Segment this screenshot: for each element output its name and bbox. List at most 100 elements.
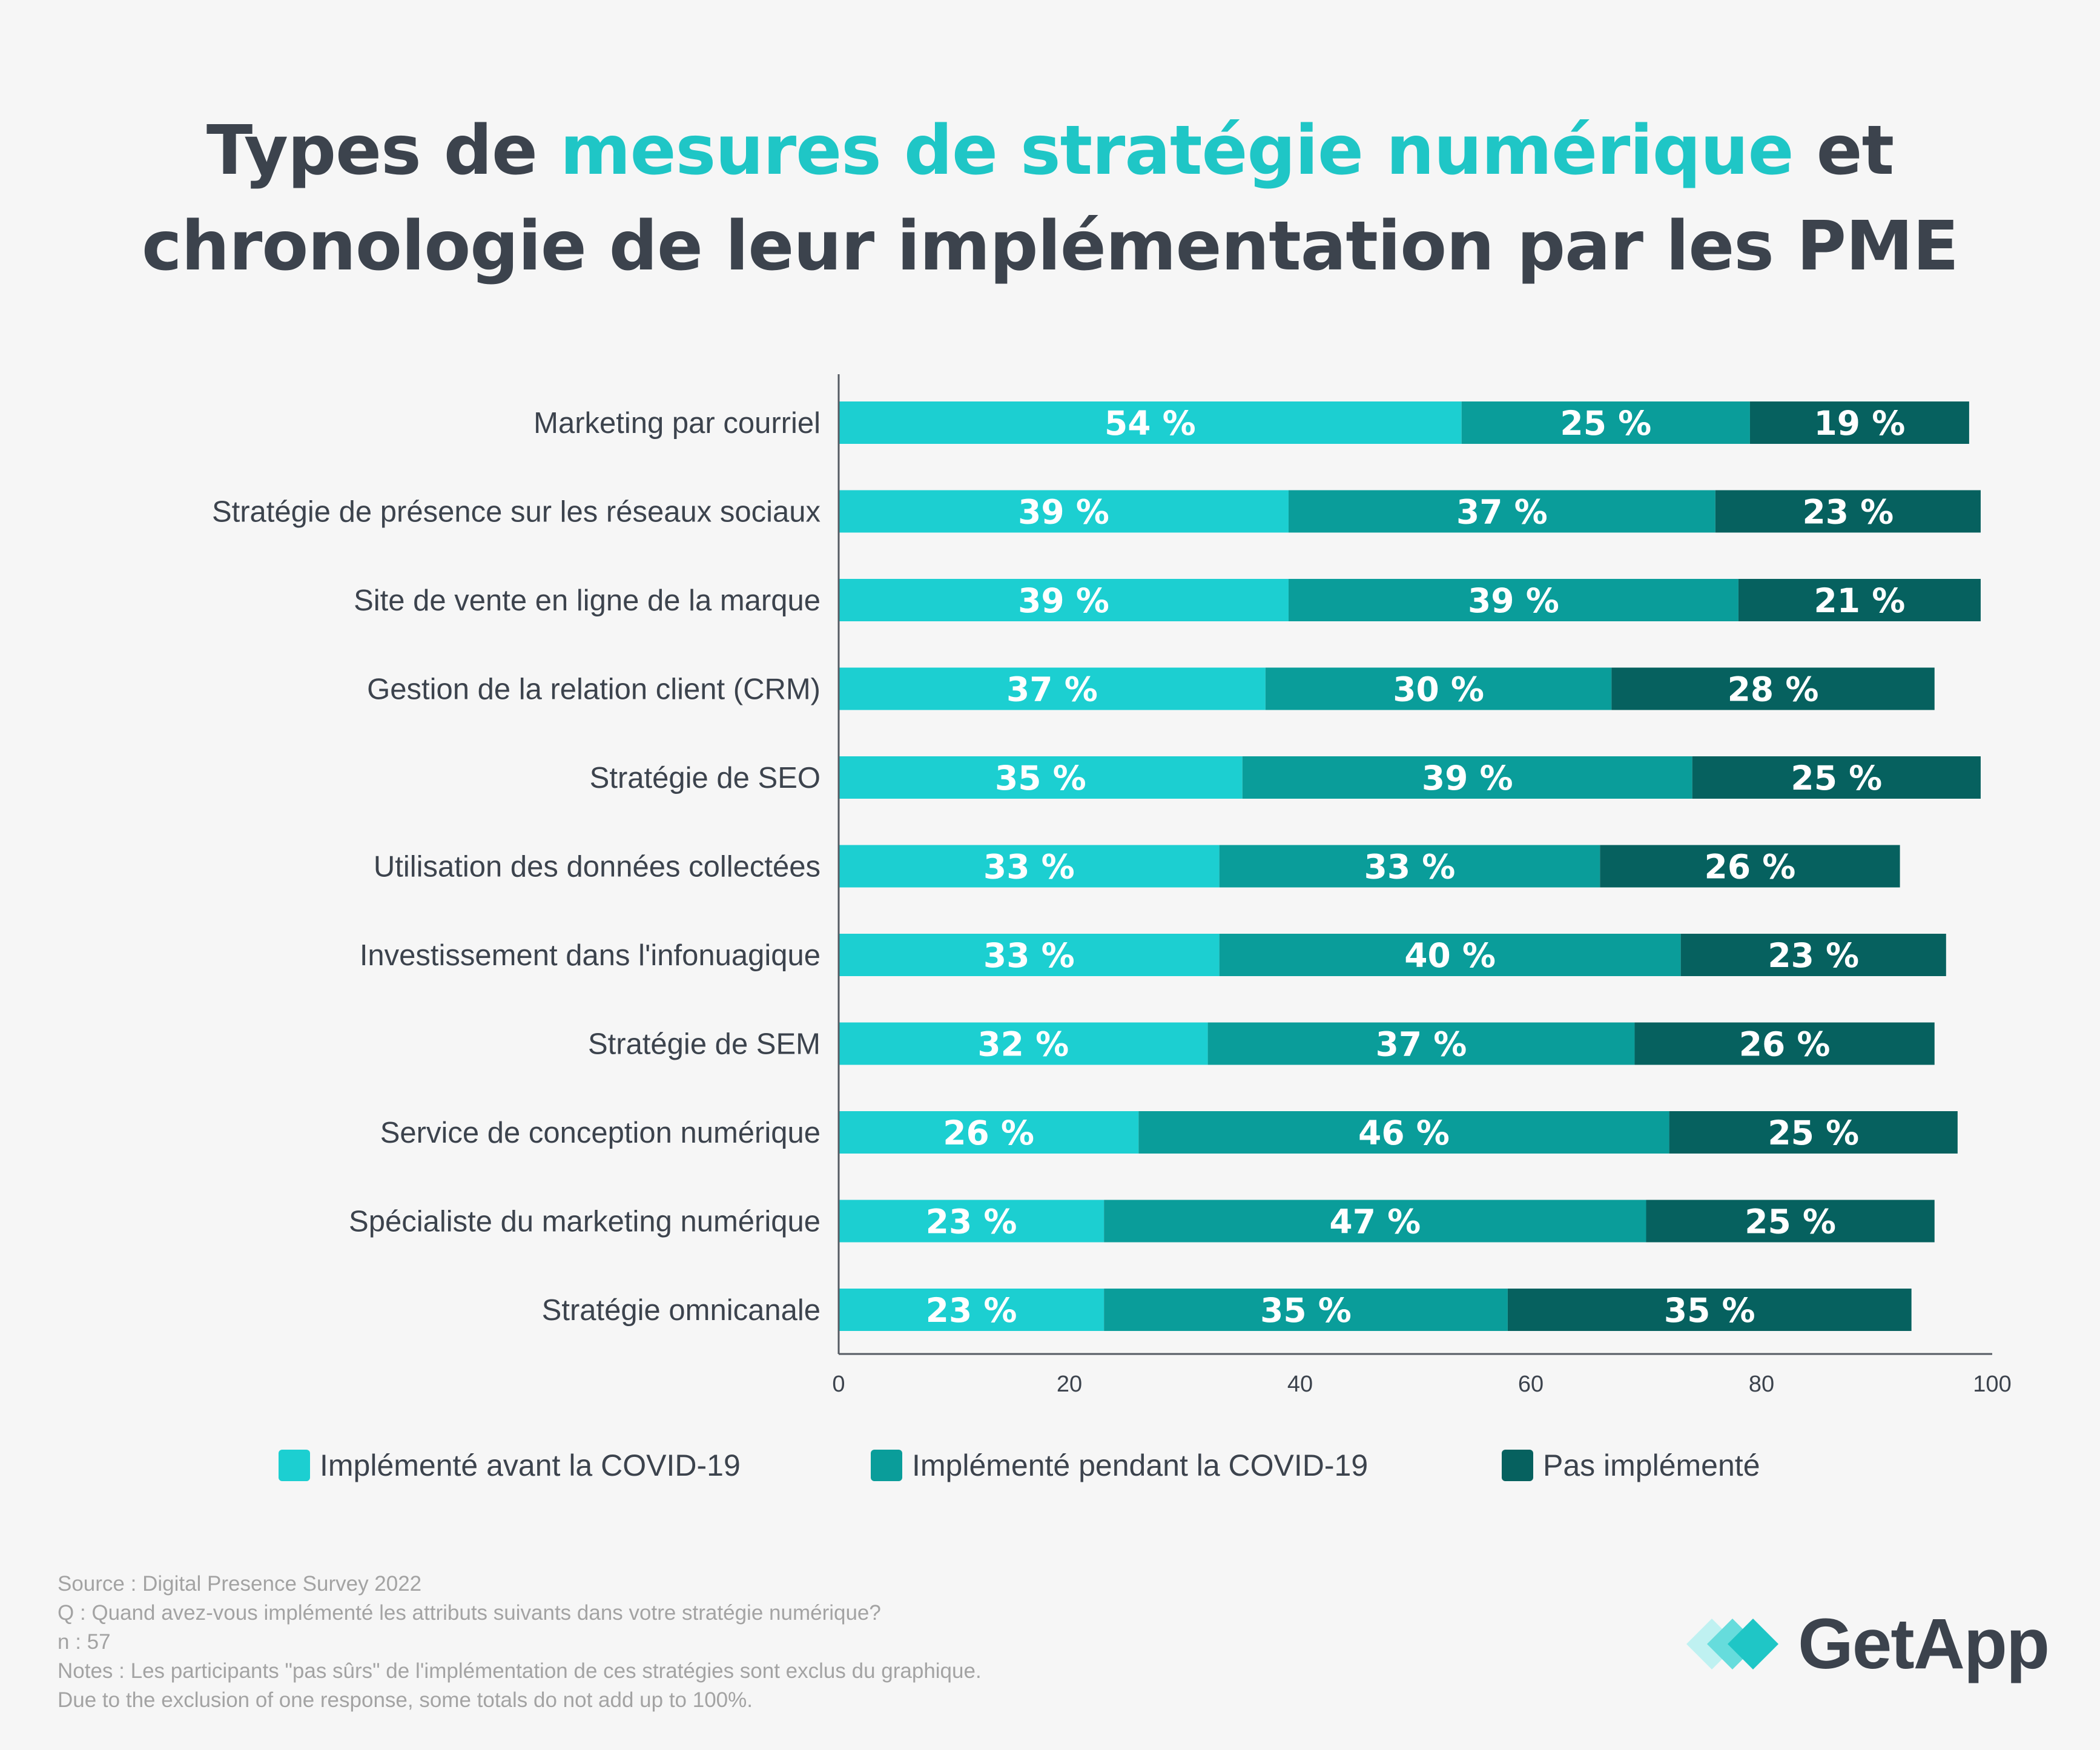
bar-segment-not <box>1692 756 1981 799</box>
x-tick-label: 20 <box>1057 1372 1082 1397</box>
bar-segment-during <box>1461 401 1750 444</box>
bar-segment-during <box>1104 1289 1508 1331</box>
footnote-question: Q : Quand avez-vous implémenté les attri… <box>58 1601 881 1625</box>
bar-segment-during <box>1288 579 1738 621</box>
bar-segment-before <box>839 934 1220 976</box>
axis-layer <box>837 374 1992 1355</box>
title-highlight: mesures de stratégie numérique <box>560 111 1794 190</box>
category-label: Service de conception numérique <box>380 1117 821 1149</box>
bar-value-label: 39 % <box>1018 581 1109 620</box>
category-label: Stratégie de SEO <box>590 762 821 794</box>
bar-segment-before <box>839 1200 1104 1243</box>
bar-segment-not <box>1611 667 1935 710</box>
brand-logo: GetApp <box>1686 1602 2050 1686</box>
category-label: Gestion de la relation client (CRM) <box>367 673 821 706</box>
legend-item-before: Implémenté avant la COVID-19 <box>279 1444 741 1487</box>
footnote-notes: Notes : Les participants "pas sûrs" de l… <box>58 1659 982 1683</box>
bar-value-label: 37 % <box>1376 1025 1467 1064</box>
title-part-1: Types de <box>206 111 560 190</box>
category-label: Stratégie de présence sur les réseaux so… <box>212 496 821 529</box>
legend-item-not: Pas implémenté <box>1502 1444 1760 1487</box>
bar-value-label: 35 % <box>1664 1291 1755 1330</box>
bar-value-label: 35 % <box>995 759 1086 797</box>
bar-value-label: 33 % <box>983 848 1075 887</box>
bar-value-label: 32 % <box>977 1025 1069 1064</box>
bar-value-label: 19 % <box>1814 404 1906 443</box>
getapp-chevrons-icon <box>1686 1619 1778 1669</box>
bar-value-label: 54 % <box>1104 404 1196 443</box>
bar-value-label: 23 % <box>926 1203 1017 1241</box>
bar-value-label: 33 % <box>983 936 1075 975</box>
category-label: Investissement dans l'infonuagique <box>360 939 821 972</box>
bar-value-label: 47 % <box>1329 1203 1421 1241</box>
bar-segment-before <box>839 845 1220 888</box>
bar-value-label: 23 % <box>926 1291 1017 1330</box>
bar-value-label: 37 % <box>1006 670 1098 709</box>
bar-value-label: 28 % <box>1728 670 1819 709</box>
bar-segment-not <box>1600 845 1900 888</box>
bar-segment-not <box>1646 1200 1935 1243</box>
brand-name: GetApp <box>1798 1604 2050 1684</box>
bar-segment-during <box>1288 490 1715 533</box>
labels-layer: Marketing par courriel 54 % 25 % 19 % Straté… <box>212 404 2012 1397</box>
bar-segment-during <box>1219 934 1681 976</box>
bar-segment-before <box>839 667 1266 710</box>
footnote-sample-size: n : 57 <box>58 1630 111 1654</box>
bars-layer <box>839 401 1981 1331</box>
bar-value-label: 46 % <box>1358 1114 1450 1152</box>
bar-segment-before <box>839 1289 1104 1331</box>
x-tick-label: 60 <box>1518 1372 1544 1397</box>
bar-value-label: 23 % <box>1802 493 1894 532</box>
bar-value-label: 37 % <box>1456 493 1548 532</box>
legend-swatch-not <box>1502 1450 1533 1481</box>
bar-value-label: 35 % <box>1260 1291 1352 1330</box>
x-tick-label: 0 <box>832 1372 845 1397</box>
bar-value-label: 23 % <box>1768 936 1859 975</box>
bar-segment-before <box>839 401 1462 444</box>
bar-segment-before <box>839 1111 1139 1154</box>
category-label: Utilisation des données collectées <box>374 851 821 883</box>
category-label: Marketing par courriel <box>533 407 821 440</box>
bar-segment-not <box>1749 401 1969 444</box>
bar-value-label: 33 % <box>1364 848 1456 887</box>
category-label: Site de vente en ligne de la marque <box>354 584 821 617</box>
legend-label-before: Implémenté avant la COVID-19 <box>320 1448 741 1482</box>
bar-segment-not <box>1669 1111 1958 1154</box>
chart-title: Types de mesures de stratégie numérique … <box>0 103 2100 294</box>
legend-label-not: Pas implémenté <box>1543 1448 1760 1482</box>
category-label: Spécialiste du marketing numérique <box>349 1206 821 1238</box>
bar-value-label: 26 % <box>1705 848 1796 887</box>
title-part-2: et <box>1793 111 1895 190</box>
bar-value-label: 25 % <box>1768 1114 1859 1152</box>
bar-segment-during <box>1104 1200 1646 1243</box>
x-tick-label: 80 <box>1749 1372 1774 1397</box>
legend: Implémenté avant la COVID-19 Implémenté … <box>0 1444 2100 1487</box>
category-label: Stratégie omnicanale <box>542 1294 821 1327</box>
bar-segment-before <box>839 579 1289 621</box>
bar-segment-during <box>1265 667 1612 710</box>
bar-value-label: 21 % <box>1814 581 1906 620</box>
bar-segment-not <box>1634 1022 1935 1065</box>
bar-value-label: 39 % <box>1018 493 1109 532</box>
bar-value-label: 30 % <box>1393 670 1484 709</box>
bar-segment-during <box>1242 756 1692 799</box>
bar-value-label: 40 % <box>1404 936 1496 975</box>
bar-value-label: 25 % <box>1560 404 1651 443</box>
bar-segment-before <box>839 490 1289 533</box>
x-tick-label: 100 <box>1973 1372 2011 1397</box>
bar-value-label: 25 % <box>1745 1203 1836 1241</box>
title-line-1: Types de mesures de stratégie numérique … <box>0 103 2100 199</box>
category-label: Stratégie de SEM <box>588 1028 821 1061</box>
bar-segment-during <box>1207 1022 1635 1065</box>
bar-value-label: 26 % <box>943 1114 1034 1152</box>
bar-segment-not <box>1738 579 1981 621</box>
stacked-bar-chart: Marketing par courriel 54 % 25 % 19 % Straté… <box>212 374 2012 1397</box>
x-tick-label: 40 <box>1287 1372 1313 1397</box>
bar-segment-before <box>839 1022 1208 1065</box>
footnote-exclusion: Due to the exclusion of one response, so… <box>58 1688 753 1712</box>
legend-label-during: Implémenté pendant la COVID-19 <box>912 1448 1369 1482</box>
title-line-2: chronologie de leur implémentation par l… <box>141 207 1959 286</box>
bar-value-label: 25 % <box>1791 759 1882 797</box>
bar-segment-not <box>1715 490 1981 533</box>
bar-segment-not <box>1507 1289 1912 1331</box>
